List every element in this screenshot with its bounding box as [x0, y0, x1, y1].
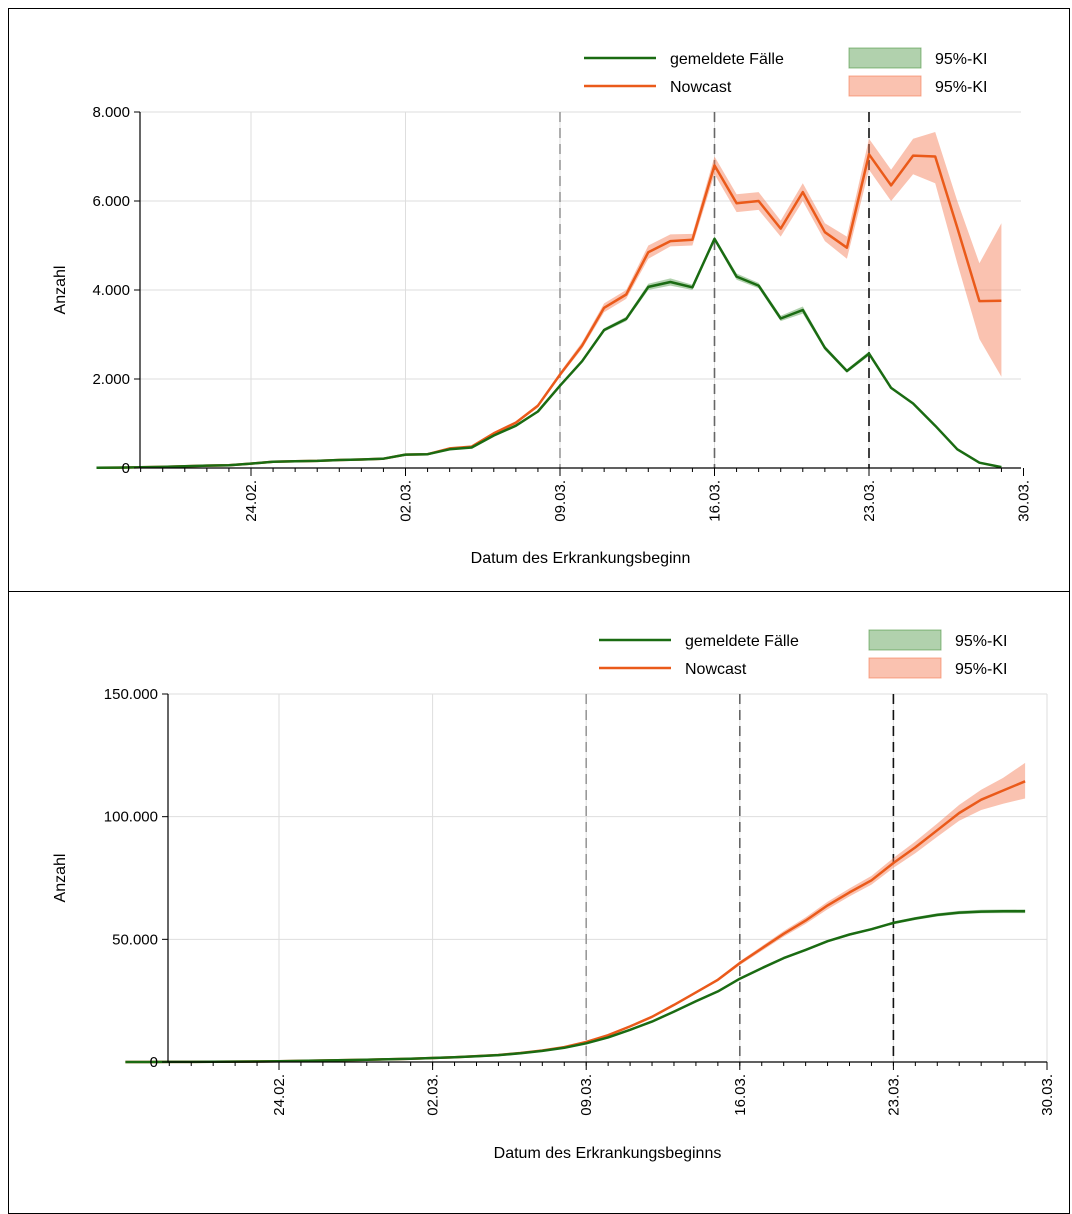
series-line-reported [96, 237, 1002, 470]
ci-band-nowcast [125, 762, 1026, 1062]
legend-band-label: 95%-KI [935, 79, 987, 96]
series-line-nowcast [125, 780, 1026, 1064]
y-tick-label: 0 [122, 460, 130, 477]
ci-band-nowcast [96, 132, 1002, 468]
x-tick-label: 02.03. [398, 480, 415, 522]
y-axis-title: Anzahl [52, 854, 69, 903]
x-tick-label: 09.03. [578, 1074, 595, 1116]
legend-band-swatch [868, 657, 942, 679]
x-axis-title: Datum des Erkrankungsbeginn [471, 550, 691, 567]
x-tick-label: 02.03. [425, 1074, 442, 1116]
chart-top-svg: 0 2.000 4.000 6.000 8.000 24.02. 02.03. 09.03. 1… [52, 47, 1033, 567]
y-tick-label: 50.000 [112, 931, 158, 948]
y-tick-label: 6.000 [92, 193, 130, 210]
x-tick-label: 16.03. [707, 480, 724, 522]
x-tick-label: 23.03. [861, 480, 878, 522]
y-tick-label: 100.000 [104, 809, 158, 826]
x-tick-label: 16.03. [732, 1074, 749, 1116]
x-tick-label: 30.03. [1016, 480, 1033, 522]
chart-panel-bottom: 0 50.000 100.000 150.000 24.02. 02.03. 09.03. 1… [8, 592, 1070, 1214]
chart-panel-top: 0 2.000 4.000 6.000 8.000 24.02. 02.03. 09.03. 1… [8, 8, 1070, 592]
legend-band-swatch [848, 47, 922, 69]
y-tick-label: 0 [150, 1054, 158, 1071]
legend-band-label: 95%-KI [955, 633, 1007, 650]
legend-line-label: Nowcast [670, 79, 732, 96]
y-tick-label: 8.000 [92, 104, 130, 121]
legend-band-label: 95%-KI [935, 51, 987, 68]
legend-band-swatch [868, 629, 942, 651]
x-tick-label: 09.03. [552, 480, 569, 522]
y-axis-title: Anzahl [52, 266, 69, 315]
x-tick-label: 24.02. [243, 480, 260, 522]
legend-line-label: gemeldete Fälle [685, 633, 799, 650]
y-tick-label: 2.000 [92, 371, 130, 388]
series-line-reported [125, 909, 1026, 1064]
legend-band-label: 95%-KI [955, 661, 1007, 678]
x-tick-label: 30.03. [1039, 1074, 1056, 1116]
x-tick-label: 24.02. [271, 1074, 288, 1116]
x-tick-label: 23.03. [885, 1074, 902, 1116]
ci-band-reported [96, 236, 1002, 468]
legend-line-label: gemeldete Fälle [670, 51, 784, 68]
ci-band-reported [125, 909, 1026, 1062]
legend-band-swatch [848, 75, 922, 97]
x-axis-title: Datum des Erkrankungsbeginns [494, 1145, 722, 1162]
y-tick-label: 150.000 [104, 686, 158, 703]
chart-bottom-svg: 0 50.000 100.000 150.000 24.02. 02.03. 09.03. 1… [52, 629, 1056, 1162]
y-tick-label: 4.000 [92, 282, 130, 299]
legend-line-label: Nowcast [685, 661, 747, 678]
